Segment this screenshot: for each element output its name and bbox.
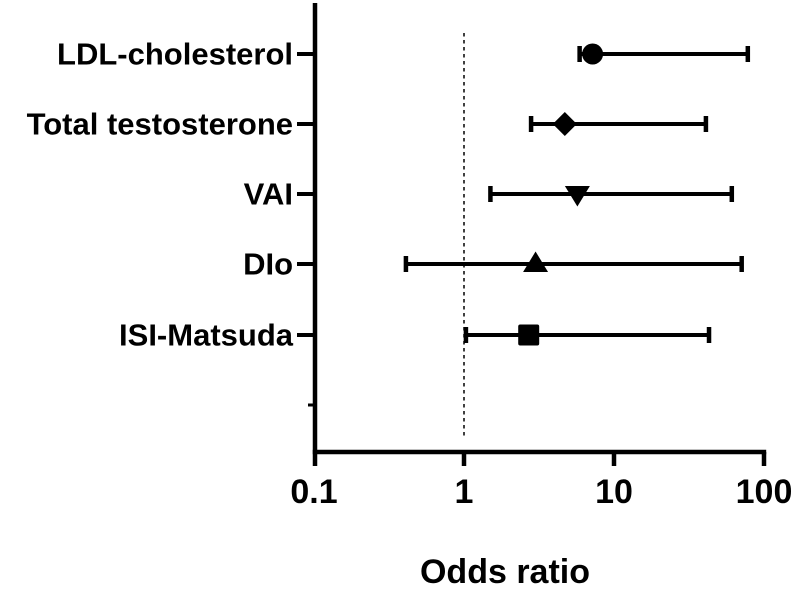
marker-triangle-up <box>523 251 549 272</box>
x-tick-label: 1 <box>454 473 474 511</box>
category-label: VAI <box>243 176 293 212</box>
category-label: LDL-cholesterol <box>57 36 293 72</box>
category-label: DIo <box>243 246 293 282</box>
marker-circle <box>582 43 604 65</box>
category-label: Total testosterone <box>26 106 293 142</box>
x-tick-label: 10 <box>595 473 633 511</box>
x-tick-label: 0.1 <box>290 473 338 511</box>
marker-square <box>518 324 540 346</box>
x-axis-title: Odds ratio <box>419 553 591 590</box>
marker-triangle-down <box>564 186 590 207</box>
marker-diamond <box>552 112 577 136</box>
category-label: ISI-Matsuda <box>119 317 293 353</box>
x-tick-label: 100 <box>735 473 793 511</box>
